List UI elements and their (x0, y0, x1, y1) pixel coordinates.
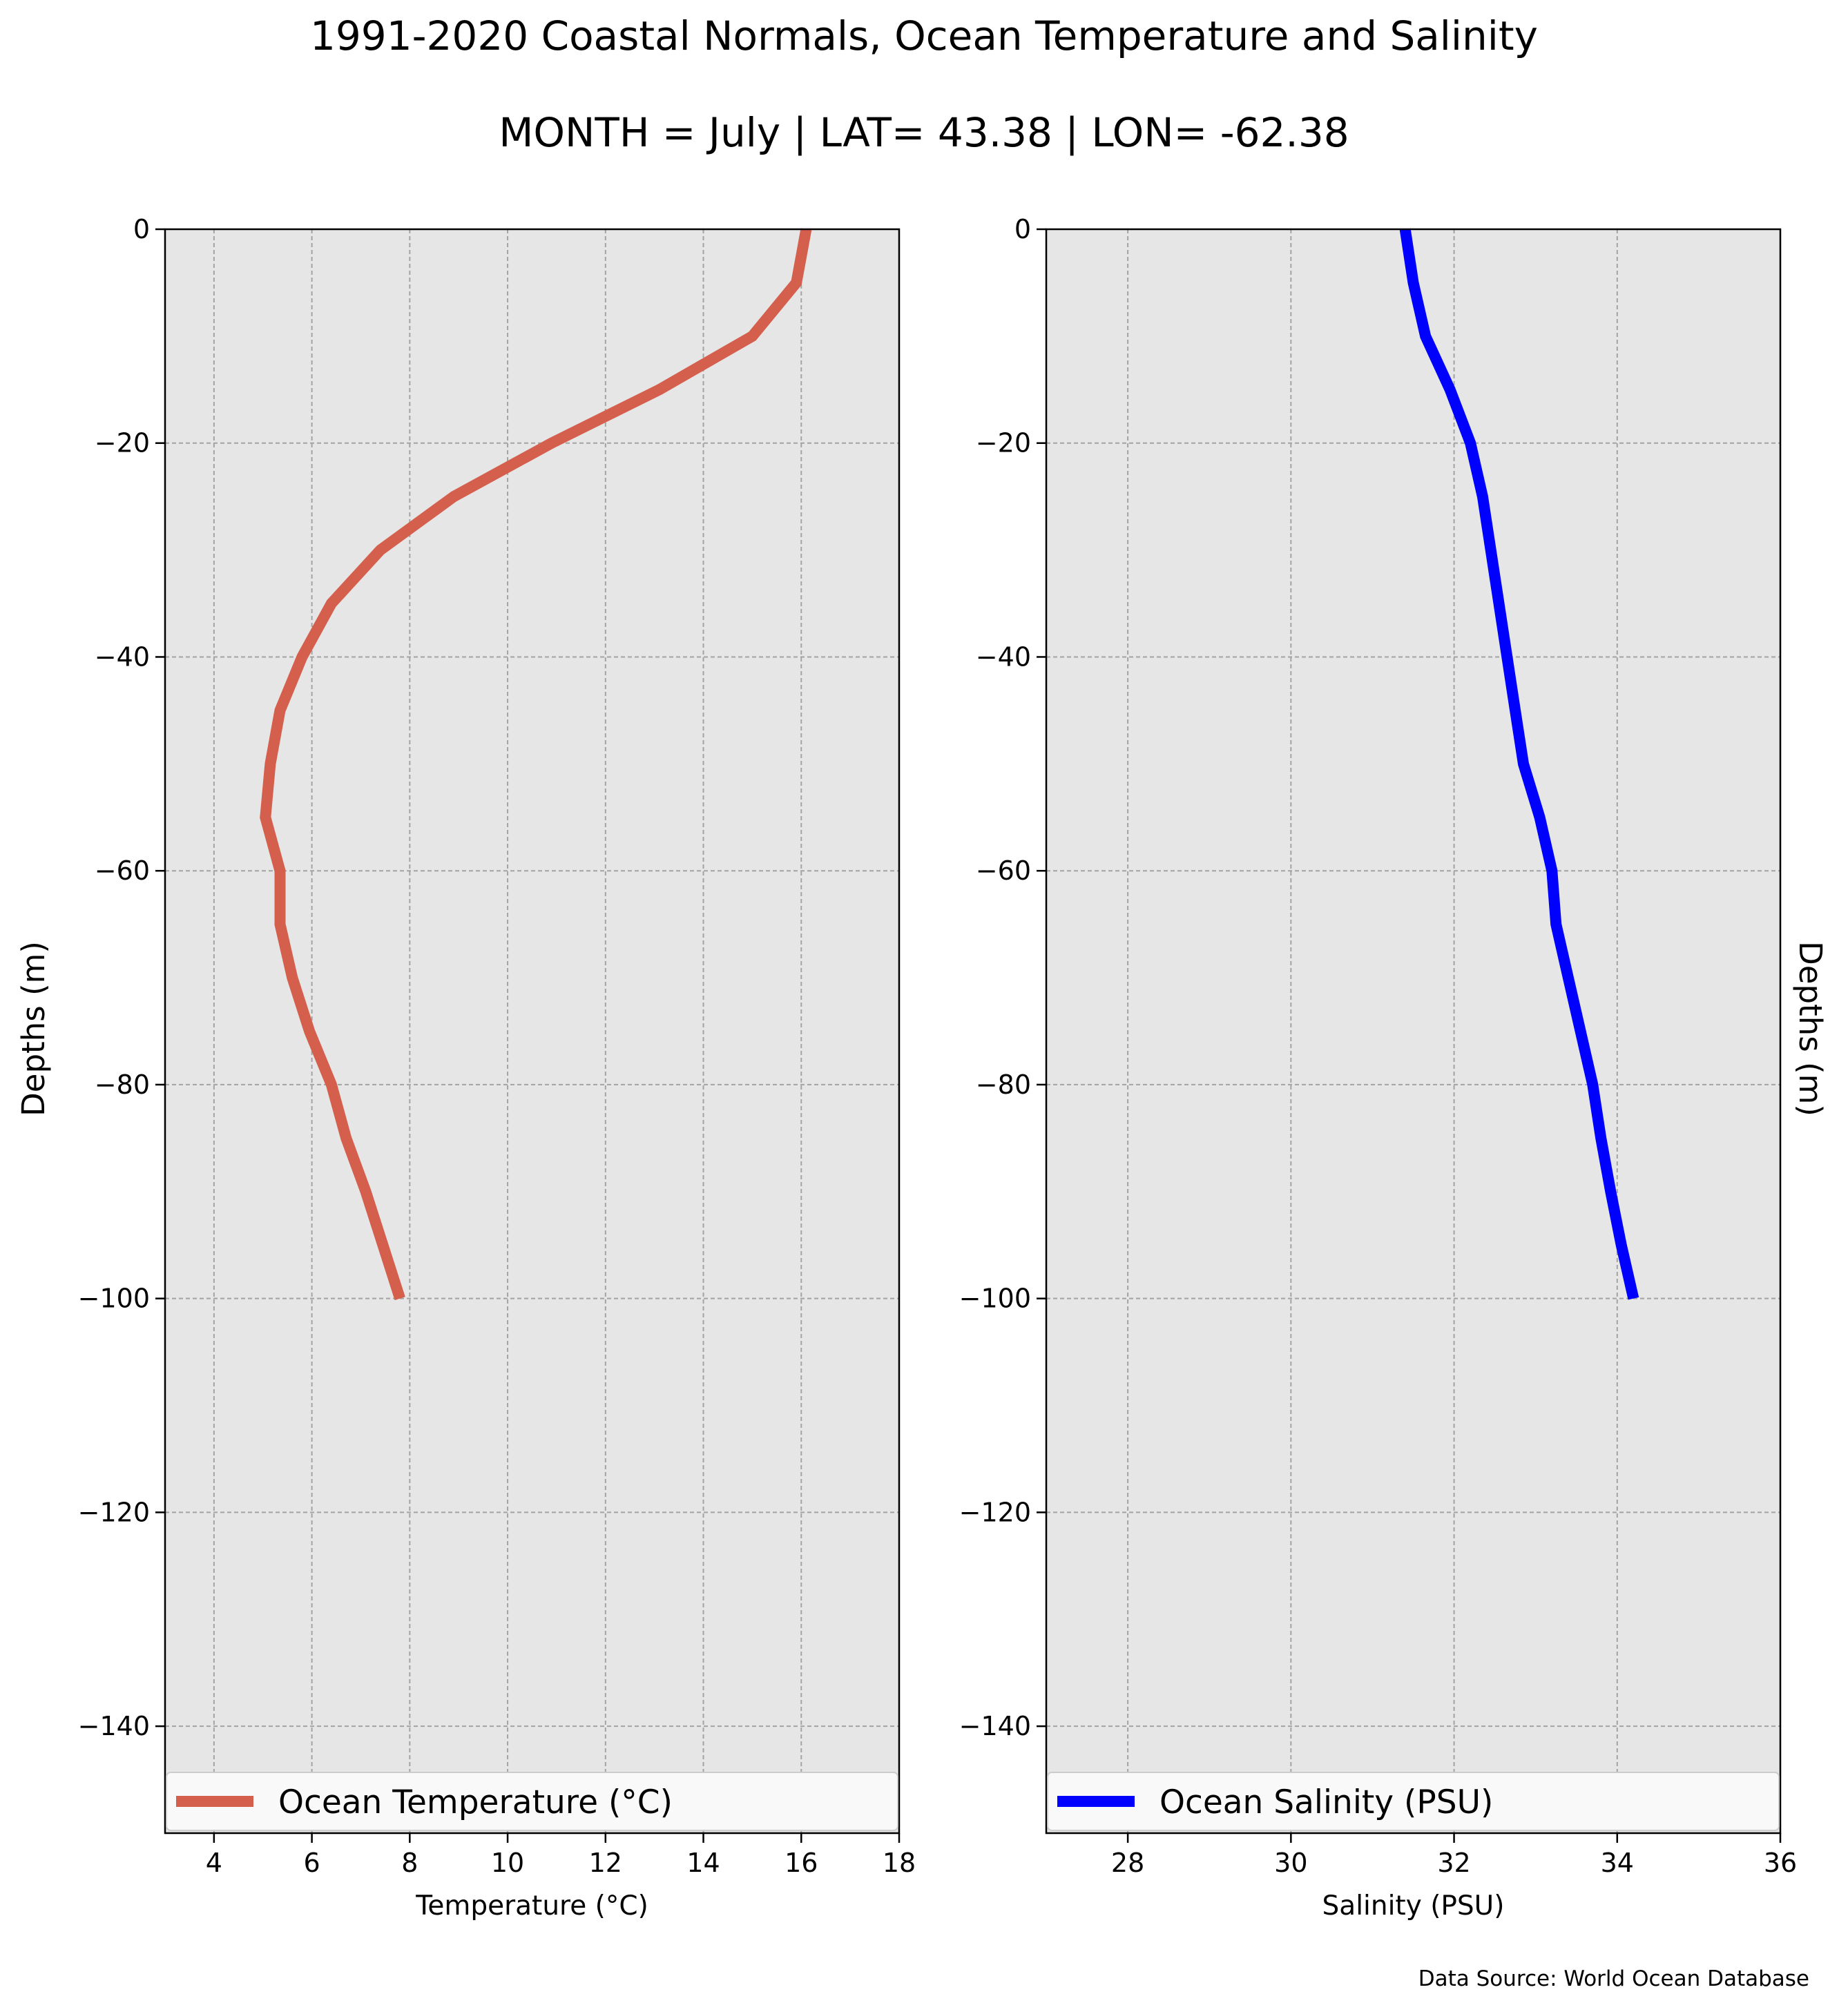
temperature-panel: 0 −20 −40 −60 −80 −100 −120 −140 4 6 8 10 12 14 16 18 Te… (78, 214, 916, 1922)
salinity-x-axis-label: Salinity (PSU) (1322, 1890, 1505, 1922)
data-source-note: Data Source: World Ocean Database (1418, 1966, 1809, 1991)
temperature-y-tick-label: −120 (78, 1497, 150, 1527)
temperature-legend: Ocean Temperature (°C) (166, 1772, 898, 1831)
temperature-x-axis-label: Temperature (°C) (415, 1890, 648, 1922)
salinity-y-tick-label: 0 (1014, 214, 1031, 244)
temperature-series-line (260, 228, 812, 1301)
temperature-plot-area (165, 229, 899, 1833)
salinity-y-tick-label: −20 (976, 428, 1031, 458)
temperature-x-tick-label: 10 (491, 1848, 524, 1878)
salinity-x-tick-label: 30 (1274, 1848, 1307, 1878)
salinity-legend-label: Ocean Salinity (PSU) (1159, 1783, 1493, 1821)
temperature-x-tick-label: 18 (883, 1848, 916, 1878)
temperature-axes-frame (164, 228, 901, 1835)
salinity-x-tick-label: 28 (1111, 1848, 1144, 1878)
temperature-y-tick-label: −140 (78, 1711, 150, 1741)
right-y-axis-label: Depths (m) (1792, 941, 1829, 1116)
temperature-x-tick-label: 16 (785, 1848, 818, 1878)
temperature-x-tick-label: 14 (686, 1848, 720, 1878)
temperature-y-tick-label: −100 (78, 1284, 150, 1314)
temperature-x-tick-label: 6 (304, 1848, 320, 1878)
figure-title: 1991-2020 Coastal Normals, Ocean Tempera… (310, 12, 1538, 59)
salinity-plot-area (1046, 229, 1780, 1833)
temperature-x-tick-label: 12 (589, 1848, 622, 1878)
salinity-y-tick-label: −60 (976, 855, 1031, 886)
salinity-y-tick-label: −140 (959, 1711, 1031, 1741)
temperature-y-tick-label: −80 (95, 1070, 150, 1100)
salinity-y-tick-label: −120 (959, 1497, 1031, 1527)
salinity-axes-frame (1045, 228, 1782, 1835)
temperature-y-tick-label: 0 (133, 214, 150, 244)
salinity-x-tick-label: 36 (1764, 1848, 1797, 1878)
salinity-y-tick-label: −40 (976, 641, 1031, 672)
salinity-x-tick-label: 32 (1437, 1848, 1470, 1878)
temperature-x-tick-label: 4 (206, 1848, 222, 1878)
temperature-x-tick-label: 8 (401, 1848, 418, 1878)
salinity-series-line (1399, 228, 1639, 1300)
salinity-y-tick-label: −80 (976, 1070, 1031, 1100)
salinity-y-tick-label: −100 (959, 1284, 1031, 1314)
salinity-x-tick-label: 34 (1601, 1848, 1634, 1878)
left-y-axis-label: Depths (m) (15, 941, 52, 1116)
temperature-y-tick-label: −40 (95, 641, 150, 672)
temperature-legend-label: Ocean Temperature (°C) (278, 1783, 673, 1821)
salinity-legend-box (1047, 1772, 1780, 1831)
temperature-y-tick-label: −60 (95, 855, 150, 886)
temperature-legend-box (166, 1772, 898, 1831)
figure-subtitle: MONTH = July | LAT= 43.38 | LON= -62.38 (499, 109, 1349, 156)
temperature-y-tick-label: −20 (95, 428, 150, 458)
salinity-panel: 0 −20 −40 −60 −80 −100 −120 −140 28 30 32 34 36 Salin… (959, 214, 1798, 1922)
salinity-legend: Ocean Salinity (PSU) (1047, 1772, 1780, 1831)
